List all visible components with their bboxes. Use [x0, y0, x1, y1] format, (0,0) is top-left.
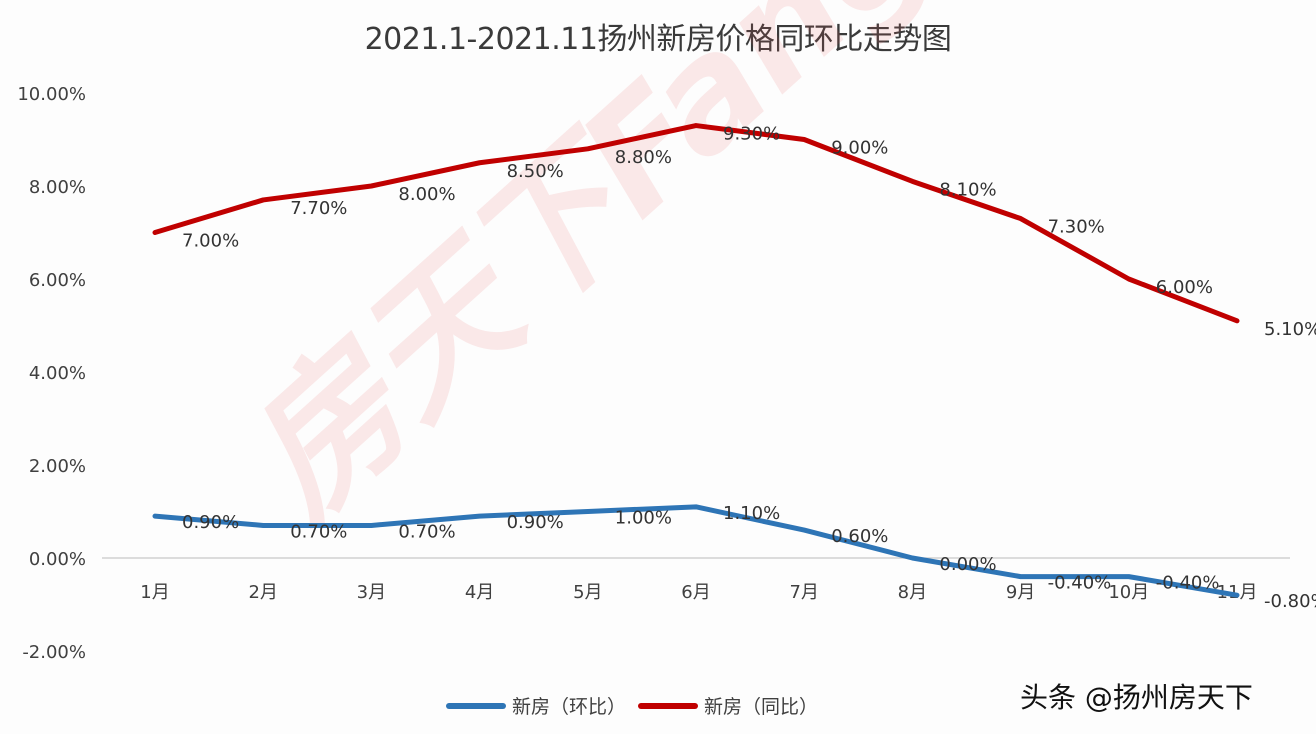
data-label: 7.00%: [182, 231, 239, 252]
legend-label-yoy: 新房（同比）: [704, 696, 819, 718]
data-label: 9.00%: [831, 138, 888, 159]
data-label: 0.90%: [182, 512, 239, 533]
data-label: 9.30%: [723, 124, 780, 145]
legend-swatch-blue: [446, 702, 506, 709]
data-label: 0.00%: [939, 554, 996, 575]
y-tick-label: 2.00%: [29, 456, 86, 477]
y-tick-label: -2.00%: [22, 642, 86, 663]
data-label: 1.10%: [723, 503, 780, 524]
data-label: 8.00%: [398, 184, 455, 205]
data-label: 7.30%: [1048, 217, 1105, 238]
legend-item-yoy: 新房（同比）: [638, 692, 818, 719]
data-label: -0.40%: [1048, 573, 1112, 594]
x-tick-label: 2月: [248, 582, 277, 603]
data-label: 8.80%: [615, 147, 672, 168]
legend-item-mom: 新房（环比）: [446, 692, 626, 719]
x-tick-label: 11月: [1217, 582, 1258, 603]
x-tick-label: 7月: [789, 582, 818, 603]
data-label: 0.70%: [398, 521, 455, 542]
x-tick-label: 3月: [357, 582, 386, 603]
x-tick-label: 9月: [1006, 582, 1035, 603]
x-tick-label: 4月: [465, 582, 494, 603]
series-line-mom: [152, 504, 1240, 598]
y-tick-label: 0.00%: [29, 549, 86, 570]
data-label: 8.50%: [507, 161, 564, 182]
data-label: 0.90%: [507, 512, 564, 533]
data-label: -0.80%: [1264, 591, 1316, 612]
x-tick-label: 6月: [681, 582, 710, 603]
chart-title: 2021.1-2021.11扬州新房价格同环比走势图: [364, 22, 952, 57]
x-tick-label: 5月: [573, 582, 602, 603]
legend-swatch-red: [638, 702, 699, 709]
y-tick-label: 10.00%: [17, 84, 86, 105]
data-label: 8.10%: [939, 179, 996, 200]
series-line-yoy: [152, 123, 1240, 324]
y-tick-label: 6.00%: [29, 270, 86, 291]
data-label: 5.10%: [1264, 319, 1316, 340]
chart-legend: 新房（环比） 新房（同比）: [446, 692, 818, 719]
data-label: -0.40%: [1156, 573, 1220, 594]
data-label: 1.00%: [615, 508, 672, 529]
source-credit: 头条 @扬州房天下: [1020, 681, 1253, 714]
data-label: 7.70%: [290, 198, 347, 219]
legend-label-mom: 新房（环比）: [512, 696, 627, 718]
data-label: 0.70%: [290, 521, 347, 542]
data-label: 6.00%: [1156, 277, 1213, 298]
y-tick-label: 8.00%: [29, 177, 86, 198]
data-label: 0.60%: [831, 526, 888, 547]
x-tick-label: 8月: [898, 582, 927, 603]
x-tick-label: 1月: [140, 582, 169, 603]
y-tick-label: 4.00%: [29, 363, 86, 384]
x-tick-label: 10月: [1108, 582, 1149, 603]
